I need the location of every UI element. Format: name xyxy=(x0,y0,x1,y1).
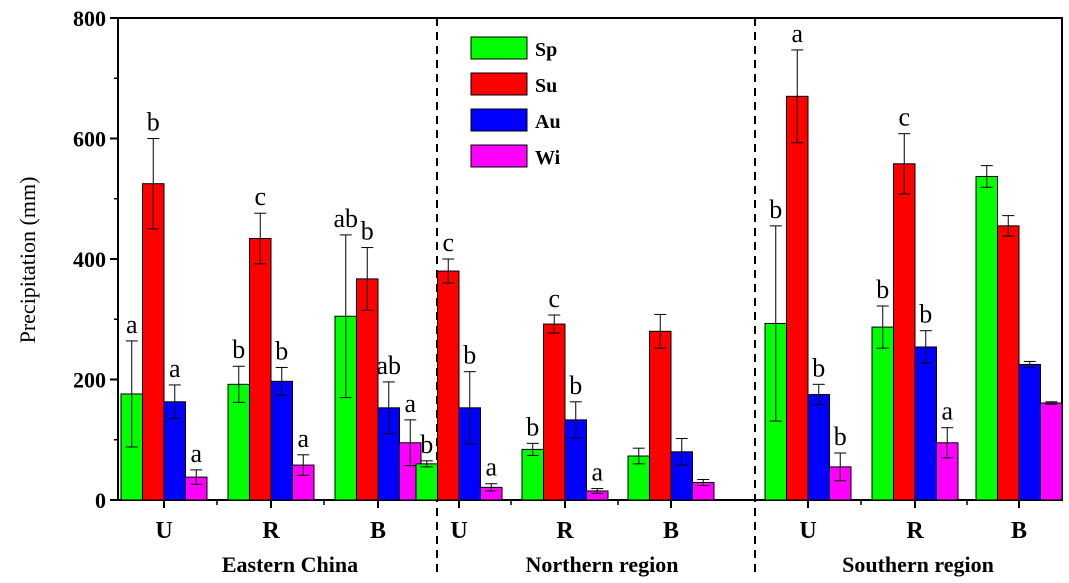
significance-label: b xyxy=(834,422,847,451)
significance-label: b xyxy=(147,108,160,137)
bar-sp xyxy=(415,463,438,501)
significance-label: b xyxy=(526,412,539,441)
legend-swatch-su xyxy=(470,72,528,96)
significance-label: ab xyxy=(376,351,401,380)
bar-au xyxy=(1018,363,1041,501)
x-category-label: R xyxy=(556,518,574,544)
legend-label-wi: Wi xyxy=(535,147,561,169)
significance-label: c xyxy=(254,182,266,211)
x-category-label: U xyxy=(450,518,467,544)
x-category-label: U xyxy=(799,518,816,544)
significance-label: a xyxy=(190,439,202,468)
significance-label: c xyxy=(442,228,454,257)
bar-au xyxy=(807,394,830,501)
region-label: Southern region xyxy=(842,552,994,577)
significance-label: a xyxy=(126,310,138,339)
y-tick-label: 800 xyxy=(73,6,106,31)
x-category-label: B xyxy=(1011,518,1027,544)
y-axis-label: Precipitation (mm) xyxy=(15,177,40,344)
y-tick-label: 200 xyxy=(73,368,106,393)
significance-label: a xyxy=(169,354,181,383)
bar-su xyxy=(786,95,809,501)
bar-su xyxy=(893,163,916,501)
legend-label-su: Su xyxy=(535,75,557,97)
x-category-label: R xyxy=(906,518,924,544)
significance-label: a xyxy=(297,424,309,453)
significance-label: b xyxy=(569,371,582,400)
bar-sp xyxy=(975,175,998,501)
significance-label: ab xyxy=(333,204,358,233)
bar-su xyxy=(997,225,1020,501)
x-category-label: B xyxy=(370,518,386,544)
bar-su xyxy=(649,330,672,501)
significance-label: c xyxy=(548,284,560,313)
x-category-label: R xyxy=(262,518,280,544)
significance-label: b xyxy=(420,430,433,459)
region-label: Northern region xyxy=(526,552,679,577)
significance-label: a xyxy=(591,458,603,487)
significance-label: b xyxy=(769,195,782,224)
significance-label: a xyxy=(941,397,953,426)
legend-label-au: Au xyxy=(535,111,561,133)
bar-wi xyxy=(1040,402,1063,501)
y-tick-label: 600 xyxy=(73,127,106,152)
bar-au xyxy=(270,380,293,501)
bar-au xyxy=(914,346,937,501)
significance-label: b xyxy=(919,300,932,329)
x-category-label: U xyxy=(155,518,172,544)
bar-su xyxy=(142,183,165,501)
bar-su xyxy=(543,323,566,501)
significance-label: b xyxy=(812,353,825,382)
x-category-label: B xyxy=(663,518,679,544)
significance-label: b xyxy=(876,275,889,304)
significance-label: a xyxy=(404,389,416,418)
significance-label: a xyxy=(791,19,803,48)
significance-label: b xyxy=(232,335,245,364)
legend-swatch-au xyxy=(470,108,528,132)
legend-label-sp: Sp xyxy=(535,39,557,61)
bar-su xyxy=(437,270,460,501)
region-label: Eastern China xyxy=(222,552,358,577)
significance-label: b xyxy=(275,336,288,365)
bar-su xyxy=(356,278,379,501)
legend-swatch-wi xyxy=(470,144,528,168)
y-tick-label: 0 xyxy=(95,488,106,513)
y-tick-label: 400 xyxy=(73,247,106,272)
significance-label: b xyxy=(463,341,476,370)
significance-label: c xyxy=(898,103,910,132)
significance-label: b xyxy=(361,217,374,246)
significance-label: a xyxy=(485,453,497,482)
bar-su xyxy=(249,238,272,501)
bar-sp xyxy=(521,448,544,501)
bar-sp xyxy=(871,326,894,501)
legend-swatch-sp xyxy=(470,36,528,60)
